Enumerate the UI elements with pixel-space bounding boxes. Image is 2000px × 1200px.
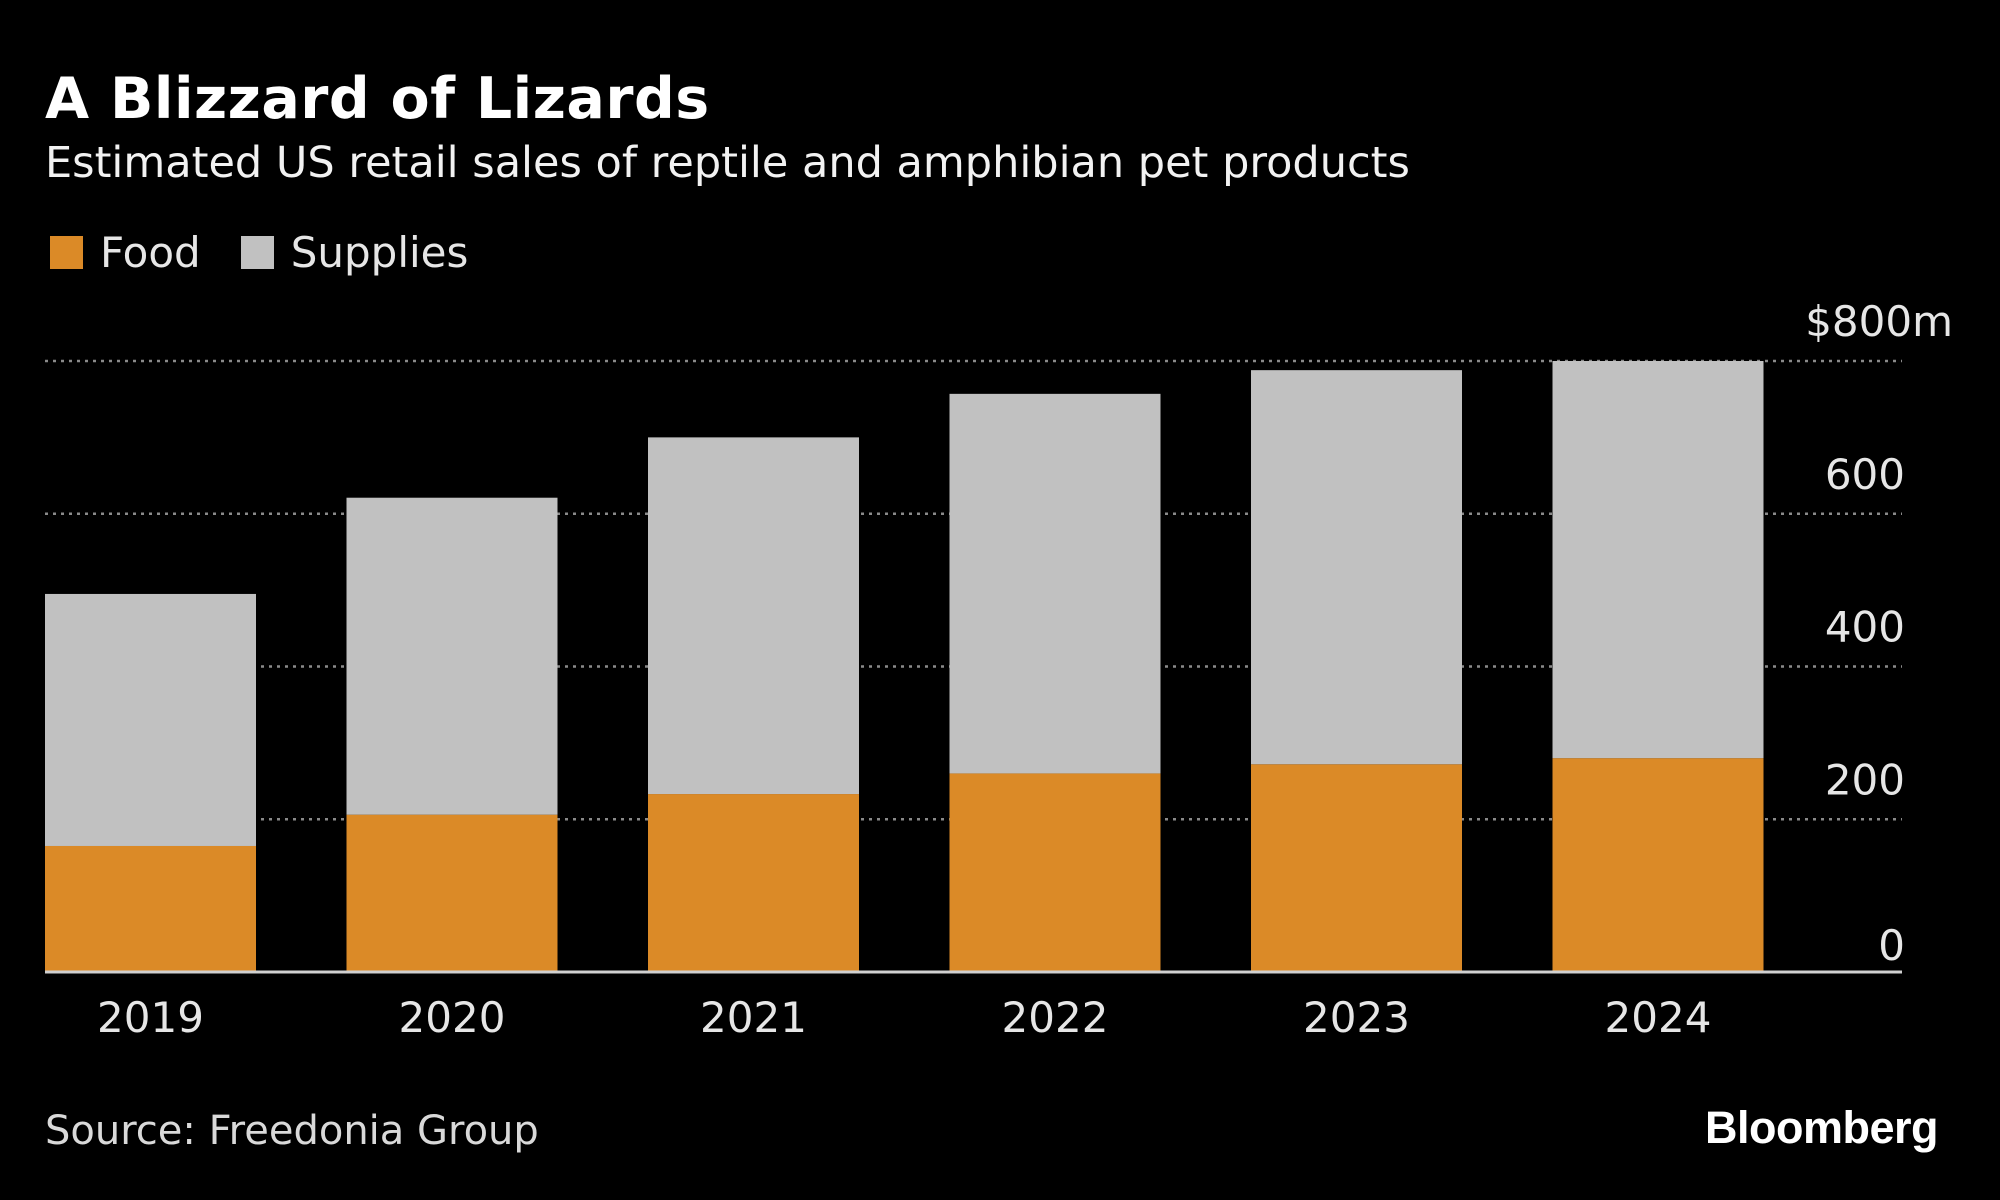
- bar-supplies-2021: [648, 437, 859, 795]
- chart-subtitle: Estimated US retail sales of reptile and…: [45, 138, 1410, 188]
- bar-supplies-2024: [1552, 361, 1764, 759]
- bar-food-2024: [1552, 758, 1764, 972]
- legend-swatch-food: [50, 236, 83, 269]
- bar-food-2023: [1251, 764, 1462, 972]
- x-tick-label-2022: 2022: [1002, 993, 1109, 1042]
- bar-supplies-2023: [1251, 370, 1462, 765]
- bar-food-2022: [949, 773, 1161, 972]
- legend-swatch-supplies: [240, 236, 274, 269]
- bloomberg-logo: Bloomberg: [1704, 1102, 1939, 1153]
- bar-food-2020: [346, 814, 558, 972]
- legend-label-food: Food: [100, 228, 201, 277]
- bar-supplies-2019: [45, 593, 256, 846]
- y-tick-label-0: 0: [1878, 921, 1905, 970]
- x-tick-label-2019: 2019: [97, 993, 204, 1042]
- bar-supplies-2020: [346, 497, 558, 815]
- x-tick-label-2023: 2023: [1303, 993, 1410, 1042]
- legend-item-supplies: Supplies: [240, 228, 469, 277]
- legend-label-supplies: Supplies: [290, 228, 469, 277]
- legend-item-food: Food: [50, 228, 201, 277]
- legend: Food Supplies: [50, 228, 508, 277]
- x-tick-label-2024: 2024: [1605, 993, 1712, 1042]
- y-tick-label-200: 200: [1825, 755, 1905, 804]
- source-note: Source: Freedonia Group: [45, 1108, 539, 1154]
- y-tick-label-600: 600: [1825, 450, 1905, 499]
- bar-supplies-2022: [949, 393, 1161, 774]
- bar-food-2019: [45, 845, 256, 972]
- x-tick-label-2021: 2021: [700, 993, 807, 1042]
- bar-food-2021: [648, 794, 859, 972]
- y-tick-label-400: 400: [1825, 603, 1905, 652]
- x-tick-label-2020: 2020: [399, 993, 506, 1042]
- chart-title: A Blizzard of Lizards: [45, 66, 710, 132]
- y-tick-label-800: $800m: [1805, 297, 1953, 346]
